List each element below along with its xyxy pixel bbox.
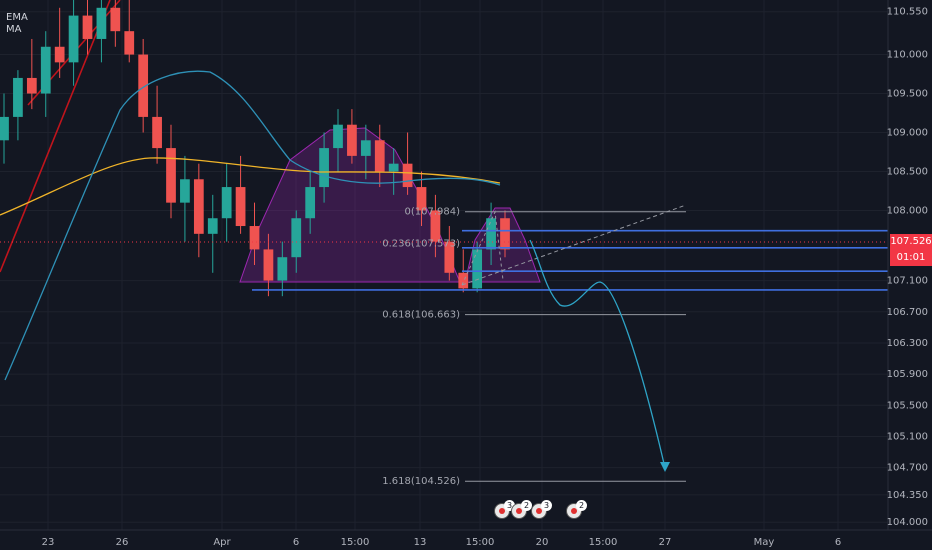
fib-level-label: 0(107.984) [404,207,460,218]
price-axis-tick: 105.900 [887,369,928,380]
candle-body [235,187,246,227]
chart-grid [0,0,888,530]
time-axis-tick: 13 [414,537,427,548]
candle-body [486,218,496,250]
candle-body [458,272,469,289]
price-axis-tick: 104.000 [887,517,928,528]
flag-icon[interactable]: 2 [566,500,587,519]
event-count-badge: 2 [576,500,587,511]
ma-line [4,70,501,381]
candle-body [444,241,455,273]
price-axis-tick: 109.500 [887,89,928,100]
price-axis-tick: 107.100 [887,276,928,287]
candle-body [388,163,399,172]
time-axis-tick: 15:00 [589,537,618,548]
candle-body [152,116,162,149]
candles [0,0,510,297]
candle-body [221,187,232,219]
candle-body [277,257,288,281]
candle-body [291,218,302,258]
candle-body [68,15,79,63]
candle-body [333,124,343,149]
event-count-badge: 3 [541,500,552,511]
candle-body [500,218,510,250]
flag-icon[interactable]: 3 [494,500,515,519]
candle-body [305,187,316,219]
candle-body [193,179,204,234]
time-axis: 23 26 Apr 6 15:00 13 15:00 20 15:00 27 May 6 [42,537,842,548]
candle-body [249,226,260,250]
candle-body [360,140,371,156]
candle-body [402,163,413,188]
fib-level-label: 0.618(106.663) [382,310,460,321]
trendline [0,0,111,273]
flag-icon[interactable]: 3 [531,500,552,519]
candle-body [180,179,190,203]
price-axis-tick: 104.350 [887,490,928,501]
price-axis-tick: 109.000 [887,128,928,139]
price-axis-tick: 110.550 [887,7,928,18]
time-axis-tick: 15:00 [341,537,370,548]
price-axis-tick: 106.700 [887,307,928,318]
price-axis: 110.550 110.000 109.500 109.000 108.500 108.0… [887,7,928,529]
candle-body [13,77,23,117]
time-axis-tick: 15:00 [466,537,495,548]
candle-body [124,31,135,55]
time-axis-tick: May [754,537,775,548]
candle-body [110,7,121,32]
candle-body [138,54,149,117]
time-axis-tick: 6 [835,537,841,548]
fib-level-label: 0.236(107.573) [382,239,460,250]
event-count-badge: 3 [504,500,515,511]
candle-body [319,148,329,188]
fib-level-label: 1.618(104.526) [382,476,460,487]
ma-label[interactable]: MA [6,24,22,35]
ema-label[interactable]: EMA [6,12,28,23]
time-axis-tick: 23 [42,537,55,548]
candle-body [96,7,107,39]
price-axis-tick: 105.500 [887,400,928,411]
ema-line [0,157,501,216]
time-axis-tick: 20 [536,537,549,548]
candle-body [0,116,9,141]
countdown-tag: 01:01 [890,250,932,266]
candle-body [430,210,441,242]
time-axis-tick: Apr [213,537,231,548]
candle-body [166,148,176,203]
projection-arrowhead [660,462,670,472]
time-axis-tick: 26 [116,537,129,548]
last-price-tag: 107.526 [890,234,932,250]
price-axis-tick: 105.100 [887,431,928,442]
projection-path [529,239,666,469]
candle-body [374,140,385,172]
candle-body [263,249,274,281]
time-axis-tick: 27 [659,537,672,548]
fib-extension: 0(107.984) 0.236(107.573) 0.618(106.663) 1.… [382,207,686,487]
event-count-badge: 2 [521,500,532,511]
price-axis-tick: 106.300 [887,338,928,349]
price-axis-tick: 110.000 [887,50,928,61]
time-axis-tick: 6 [293,537,299,548]
candle-body [347,124,357,156]
flag-icon[interactable]: 2 [511,500,532,519]
price-axis-tick: 104.700 [887,463,928,474]
price-axis-tick: 108.500 [887,166,928,177]
candle-body [26,77,37,94]
fib-connector [461,210,504,286]
price-axis-tick: 108.000 [887,205,928,216]
candle-body [472,249,483,289]
candle-body [207,218,218,234]
fib-diagonal [461,204,687,286]
candle-body [82,15,93,39]
candle-body [54,46,65,63]
candle-body [40,46,51,94]
candle-body [416,187,427,211]
